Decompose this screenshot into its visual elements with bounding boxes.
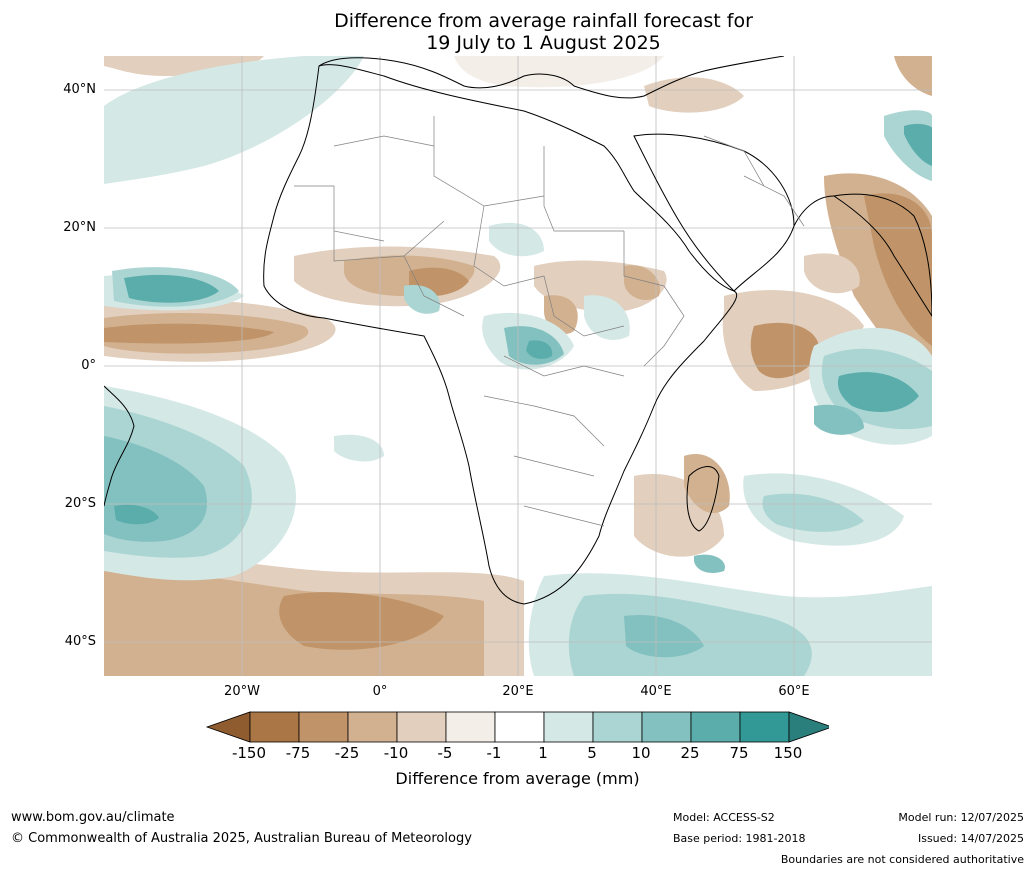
lon-label-0: 0°: [372, 684, 388, 699]
lat-label-20n: 20°N: [63, 220, 96, 235]
colorbar-tick: -25: [334, 744, 360, 762]
colorbar-tick: 1: [538, 744, 548, 762]
colorbar-title: Difference from average (mm): [395, 769, 640, 788]
colorbar-tick: 150: [773, 744, 803, 762]
lon-label-20w: 20°W: [224, 684, 260, 699]
colorbar-cell: [249, 711, 300, 743]
lat-label-40s: 40°S: [64, 634, 96, 649]
colorbar-cell: [494, 711, 545, 743]
colorbar-tick: 10: [631, 744, 651, 762]
lat-label-40n: 40°N: [63, 82, 96, 97]
model-run-date: Model run: 12/07/2025: [898, 811, 1024, 824]
arabian-sea-coast: [793, 195, 835, 227]
colorbar-cell: [739, 711, 790, 743]
map-title: Difference from average rainfall forecas…: [0, 10, 1035, 54]
colorbar-tick: 25: [680, 744, 700, 762]
title-line-1: Difference from average rainfall forecas…: [334, 10, 753, 32]
rainfall-anomaly-map: [104, 56, 932, 676]
lat-label-20s: 20°S: [64, 496, 96, 511]
colorbar-cell: [396, 711, 447, 743]
colorbar-tick: 5: [587, 744, 597, 762]
colorbar: [205, 710, 834, 748]
title-line-2: 19 July to 1 August 2025: [426, 32, 661, 54]
colorbar-cell: [445, 711, 496, 743]
colorbar-cell: [543, 711, 594, 743]
dry-anomaly-regions: [104, 56, 932, 676]
arabia-coastline: [633, 133, 795, 292]
colorbar-arrow-left: [205, 711, 251, 743]
wet-anomaly-regions: [104, 56, 932, 676]
lat-label-equator: 0°: [81, 358, 96, 373]
colorbar-cell: [298, 711, 349, 743]
colorbar-tick: 75: [729, 744, 749, 762]
colorbar-tick: -5: [437, 744, 453, 762]
colorbar-tick: -150: [231, 744, 267, 762]
model-name: Model: ACCESS-S2: [673, 811, 775, 824]
colorbar-tick: -10: [383, 744, 409, 762]
colorbar-cell: [592, 711, 643, 743]
madagascar-coastline: [686, 466, 720, 532]
colorbar-tick: -1: [486, 744, 502, 762]
lon-label-40e: 40°E: [640, 684, 672, 699]
colorbar-cell: [347, 711, 398, 743]
base-period: Base period: 1981-2018: [673, 832, 806, 845]
graticule: [104, 56, 932, 676]
africa-coastline: [263, 64, 738, 605]
europe-coastline: [318, 56, 785, 99]
website-link[interactable]: www.bom.gov.au/climate: [11, 810, 175, 825]
colorbar-cells: [205, 711, 834, 743]
lon-label-20e: 20°E: [502, 684, 534, 699]
boundaries-disclaimer: Boundaries are not considered authoritat…: [780, 853, 1024, 866]
colorbar-arrow-right: [788, 711, 834, 743]
colorbar-tick: -75: [285, 744, 311, 762]
country-borders: [294, 116, 805, 527]
copyright-notice: © Commonwealth of Australia 2025, Austra…: [11, 831, 472, 846]
coastlines: [104, 56, 932, 605]
colorbar-cell: [690, 711, 741, 743]
issued-date: Issued: 14/07/2025: [917, 832, 1024, 845]
colorbar-cell: [641, 711, 692, 743]
south-america-coast: [104, 385, 135, 507]
lon-label-60e: 60°E: [778, 684, 810, 699]
